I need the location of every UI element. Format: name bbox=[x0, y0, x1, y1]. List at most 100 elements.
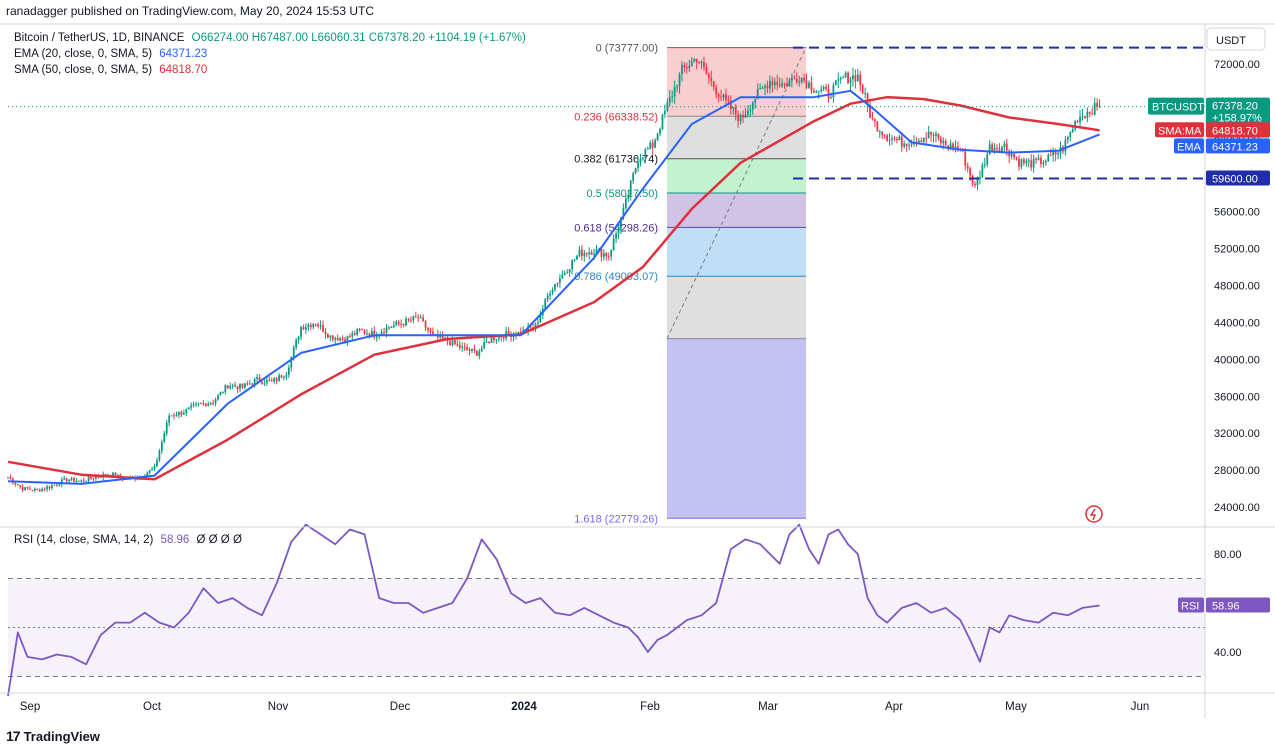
candle-body bbox=[976, 179, 979, 185]
candle-body bbox=[295, 339, 298, 348]
candle-body bbox=[239, 383, 241, 389]
candle-body bbox=[854, 75, 857, 82]
candle-body bbox=[1057, 152, 1059, 155]
candle-body bbox=[666, 102, 669, 111]
candle-body bbox=[214, 399, 217, 404]
candle-body bbox=[380, 332, 383, 335]
rsi-tag bbox=[1178, 597, 1204, 613]
price-labels: BTCUSDT67378.20+158.97%08:06:44SMA:MA648… bbox=[1085, 97, 1270, 613]
candle-body bbox=[993, 147, 996, 152]
candle-body bbox=[148, 470, 151, 473]
candle-body bbox=[615, 233, 617, 239]
x-tick-label: Nov bbox=[268, 701, 289, 713]
candle-body bbox=[952, 143, 954, 150]
candle-body bbox=[278, 375, 280, 381]
candle-body bbox=[341, 338, 344, 340]
fib-label: 0.236 (66338.52) bbox=[574, 111, 658, 123]
support-price-badge-bg bbox=[1206, 170, 1270, 186]
candle-body bbox=[383, 332, 385, 334]
rsi-price-badge-bg bbox=[1206, 597, 1270, 613]
candle-body bbox=[903, 143, 906, 147]
candle-body bbox=[256, 377, 258, 380]
candle-body bbox=[400, 323, 403, 325]
fib-zone bbox=[667, 158, 806, 194]
candle-body bbox=[627, 194, 630, 199]
rsi-price-badge: 58.96 bbox=[1206, 597, 1270, 613]
candle-body bbox=[769, 81, 771, 89]
candle-body bbox=[331, 335, 334, 340]
y-tick-label: 24000.00 bbox=[1214, 502, 1260, 514]
candle-body bbox=[468, 349, 471, 351]
candle-body bbox=[70, 477, 73, 480]
y-tick-label: 28000.00 bbox=[1214, 465, 1260, 477]
candle-body bbox=[534, 323, 537, 328]
candle-body bbox=[771, 81, 774, 86]
candle-body bbox=[417, 317, 420, 319]
candle-body bbox=[1000, 146, 1003, 152]
candle-body bbox=[361, 329, 363, 331]
candle-body bbox=[302, 327, 305, 330]
candle-body bbox=[300, 327, 302, 337]
candle-body bbox=[26, 487, 29, 489]
candle-body bbox=[209, 403, 212, 405]
x-tick-label: Oct bbox=[143, 701, 162, 713]
candle-body bbox=[95, 476, 97, 479]
candle-body bbox=[475, 350, 478, 356]
candle-body bbox=[495, 338, 498, 340]
candle-body bbox=[224, 385, 227, 393]
candle-body bbox=[104, 473, 107, 476]
candle-body bbox=[590, 252, 593, 255]
candle-body bbox=[507, 331, 510, 335]
candle-body bbox=[979, 177, 981, 180]
candle-body bbox=[847, 72, 849, 83]
candle-body bbox=[451, 340, 454, 346]
candle-body bbox=[983, 164, 986, 166]
candle-body bbox=[453, 340, 456, 345]
candle-body bbox=[497, 336, 500, 339]
candle-body bbox=[190, 405, 193, 408]
candle-body bbox=[781, 83, 784, 87]
brand-name: TradingView bbox=[23, 728, 100, 744]
candle-body bbox=[41, 488, 44, 492]
candle-body bbox=[700, 61, 703, 64]
sma-price-badge: 64818.70 bbox=[1206, 122, 1270, 137]
candle-body bbox=[695, 58, 698, 63]
candle-body bbox=[600, 248, 603, 257]
candle-body bbox=[822, 86, 825, 90]
candle-body bbox=[595, 249, 598, 254]
ema-price-badge: 64371.23 bbox=[1206, 138, 1270, 154]
candle-body bbox=[16, 484, 19, 486]
candle-body bbox=[344, 339, 346, 343]
candle-body bbox=[693, 58, 696, 62]
fib-label: 0.786 (49003.07) bbox=[574, 271, 658, 283]
fib-zone bbox=[667, 193, 806, 228]
candle-body bbox=[671, 96, 674, 98]
candle-body bbox=[112, 472, 114, 476]
candle-body bbox=[886, 135, 889, 141]
symbol-badge bbox=[1148, 97, 1204, 115]
candle-body bbox=[634, 167, 637, 174]
candle-body bbox=[861, 85, 864, 94]
rsi-label: RSI (14, close, SMA, 14, 2) bbox=[14, 534, 154, 546]
x-tick-label: May bbox=[1005, 701, 1027, 713]
candle-body bbox=[449, 341, 451, 346]
horizontal-lines bbox=[8, 46, 1205, 180]
candle-body bbox=[483, 342, 486, 349]
candle-body bbox=[1071, 129, 1074, 132]
x-tick-label: Dec bbox=[390, 701, 411, 713]
candle-body bbox=[727, 99, 730, 101]
candle-body bbox=[80, 480, 83, 482]
fib-label: 1.618 (22779.26) bbox=[574, 513, 658, 525]
candle-body bbox=[7, 477, 9, 479]
candle-body bbox=[68, 479, 70, 482]
candle-body bbox=[939, 137, 942, 144]
candle-body bbox=[834, 80, 837, 86]
rsi-legend: RSI (14, close, SMA, 14, 2) 58.96 Ø Ø Ø … bbox=[14, 534, 242, 546]
candle-body bbox=[329, 335, 332, 338]
candle-body bbox=[869, 105, 871, 118]
candle-body bbox=[248, 383, 251, 385]
candle-body bbox=[986, 154, 989, 165]
ema-price-badge-text: 64371.23 bbox=[1212, 141, 1258, 153]
candle-body bbox=[607, 256, 610, 258]
